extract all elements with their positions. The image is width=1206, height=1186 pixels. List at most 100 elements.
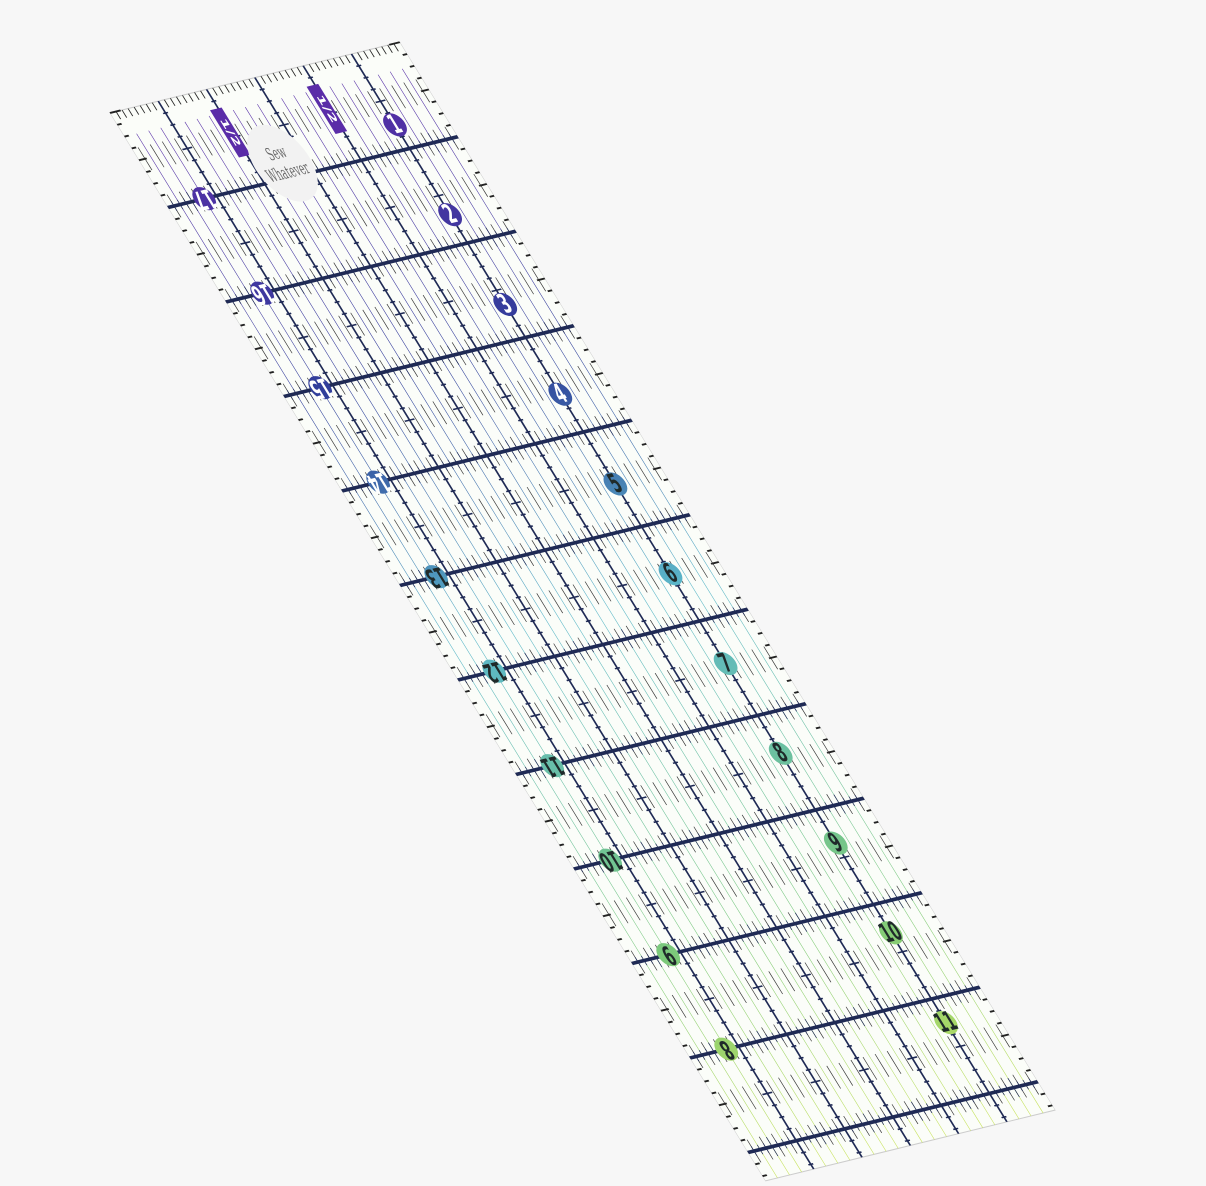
eighth-dash: [485, 714, 501, 738]
grid-tick: [340, 262, 353, 283]
grid-tick: [411, 336, 418, 339]
grid-tick: [553, 428, 566, 448]
eighth-dash: [717, 1092, 733, 1116]
eighth-dash: [838, 1062, 854, 1086]
eighth-dash: [635, 460, 650, 484]
grid-tick: [575, 785, 582, 788]
edge-tick: [345, 55, 351, 64]
grid-tick: [809, 914, 817, 925]
grid-tick: [397, 254, 405, 265]
grid-tick: [563, 584, 570, 587]
edge-tick: [355, 512, 362, 516]
eighth-dash: [410, 298, 426, 321]
grid-tick: [762, 1143, 770, 1153]
grid-tick: [533, 656, 540, 666]
edge-tick: [670, 490, 676, 493]
grid-tick: [537, 631, 543, 635]
grid-tick: [373, 260, 381, 270]
grid-tick: [672, 761, 679, 765]
grid-tick: [640, 955, 648, 966]
grid-tick: [549, 560, 555, 564]
grid-tick: [465, 455, 473, 465]
grid-tick: [515, 660, 522, 671]
grid-tick: [883, 1113, 891, 1124]
eighth-dash: [367, 91, 382, 115]
edge-tick: [308, 64, 315, 72]
eighth-dash: [268, 224, 283, 247]
grid-tick: [842, 797, 849, 808]
eighth-dash: [418, 513, 433, 537]
grid-tick: [751, 705, 764, 726]
grid-tick: [738, 605, 746, 616]
edge-tick: [188, 93, 194, 102]
edge-tick: [254, 346, 264, 351]
edge-tick: [1025, 1069, 1032, 1072]
grid-tick: [559, 666, 565, 670]
grid-tick: [525, 440, 533, 451]
grid-tick: [546, 466, 553, 469]
grid-tick: [601, 416, 614, 436]
eighth-dash: [413, 188, 428, 212]
grid-tick: [778, 1115, 785, 1119]
grid-tick: [298, 241, 304, 245]
grid-tick: [307, 347, 314, 351]
eighth-dash: [550, 481, 566, 504]
edge-tick: [123, 134, 130, 138]
edge-tick: [942, 939, 952, 943]
grid-tick: [745, 821, 753, 832]
grid-tick: [790, 867, 802, 871]
grid-tick: [544, 371, 551, 375]
grid-tick: [859, 1119, 866, 1130]
grid-tick: [626, 689, 638, 694]
grid-tick: [622, 416, 630, 427]
eighth-dash: [292, 218, 307, 242]
edge-tick: [326, 465, 333, 469]
edge-tick: [851, 785, 858, 789]
eighth-dash: [794, 856, 810, 879]
grid-tick: [422, 351, 436, 371]
grid-tick: [380, 466, 386, 469]
grid-tick: [614, 666, 621, 670]
eighth-dash: [459, 286, 474, 310]
grid-tick: [727, 711, 740, 731]
grid-tick: [636, 796, 647, 801]
grid-tick: [669, 617, 682, 637]
eighth-dash: [330, 100, 346, 123]
grid-tick: [588, 859, 596, 870]
edge-tick: [652, 466, 662, 471]
grid-tick: [375, 277, 381, 280]
grid-tick: [840, 907, 847, 917]
grid-tick: [417, 570, 431, 590]
grid-tick: [234, 294, 242, 304]
grid-tick: [654, 729, 668, 749]
edge-tick: [508, 760, 514, 764]
half-inch-marker: [209, 107, 251, 158]
eighth-dash: [507, 274, 522, 298]
edge-tick: [703, 1079, 710, 1083]
grid-tick: [684, 784, 696, 789]
edge-tick: [297, 418, 304, 421]
grid-tick: [955, 1044, 966, 1049]
eighth-dash: [695, 989, 711, 1012]
grid-tick: [790, 701, 797, 712]
grid-tick: [813, 1022, 821, 1032]
grid-tick: [748, 712, 755, 722]
grid-tick: [823, 1128, 830, 1139]
grid-tick: [235, 229, 241, 233]
grid-tick: [945, 1115, 952, 1119]
eighth-dash: [741, 1086, 757, 1110]
grid-tick: [206, 182, 212, 186]
eighth-dash: [604, 794, 619, 817]
grid-tick: [615, 744, 622, 755]
edge-tick: [989, 1009, 995, 1013]
edge-tick: [866, 809, 872, 812]
grid-tick: [356, 336, 362, 339]
eighth-dash: [855, 841, 870, 865]
grid-tick: [573, 690, 580, 694]
grid-tick: [635, 516, 648, 537]
eighth-dash: [265, 333, 281, 357]
eighth-dash: [592, 797, 607, 820]
eighth-dash: [710, 876, 726, 900]
grid-tick: [895, 1110, 903, 1121]
edge-tick: [500, 748, 507, 752]
